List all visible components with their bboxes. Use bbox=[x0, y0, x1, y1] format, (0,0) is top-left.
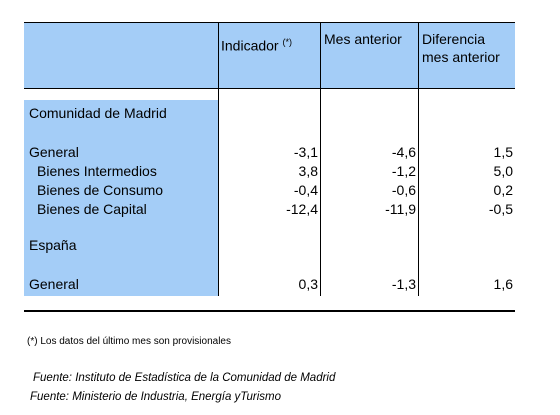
column-rule bbox=[320, 22, 321, 296]
cell-value: -1,2 bbox=[391, 163, 416, 179]
cell-value: 1,6 bbox=[493, 276, 513, 292]
cell-value: -0,5 bbox=[488, 201, 513, 217]
row-label: General bbox=[29, 144, 79, 160]
cell-value: -3,1 bbox=[293, 144, 318, 160]
row-label: Bienes Intermedios bbox=[37, 163, 157, 179]
bottom-rule bbox=[24, 310, 515, 312]
footnote: (*) Los datos del último mes son provisi… bbox=[27, 336, 231, 347]
row-label: Bienes de Capital bbox=[37, 201, 147, 217]
cell-value: 1,5 bbox=[493, 144, 513, 160]
cell-value: 0,3 bbox=[298, 276, 318, 292]
header-band bbox=[24, 22, 515, 88]
top-rule bbox=[24, 22, 515, 23]
section-title: Comunidad de Madrid bbox=[29, 105, 167, 121]
source: Fuente: Instituto de Estadística de la C… bbox=[33, 372, 336, 384]
section-title: España bbox=[29, 237, 77, 253]
column-header: Diferencia bbox=[422, 31, 486, 47]
cell-value: -1,3 bbox=[391, 276, 416, 292]
cell-value: -11,9 bbox=[385, 201, 416, 217]
cell-value: -0,6 bbox=[391, 182, 416, 198]
cell-value: -12,4 bbox=[286, 201, 318, 217]
cell-value: 5,0 bbox=[493, 163, 513, 179]
cell-value: -0,4 bbox=[293, 182, 318, 198]
column-rule bbox=[218, 22, 219, 296]
column-rule bbox=[418, 22, 419, 296]
column-header: Mes anterior bbox=[324, 31, 402, 47]
header-rule bbox=[24, 88, 515, 89]
cell-value: -4,6 bbox=[391, 144, 416, 160]
row-label: Bienes de Consumo bbox=[37, 182, 164, 198]
label-column-band bbox=[24, 100, 218, 296]
column-header: mes anterior bbox=[422, 49, 500, 65]
header-note: (*) bbox=[282, 37, 292, 47]
column-header-text: Indicador bbox=[221, 37, 279, 54]
cell-value: 3,8 bbox=[298, 163, 318, 179]
row-label: General bbox=[29, 276, 79, 292]
source: Fuente: Ministerio de Industria, Energía… bbox=[30, 391, 281, 403]
column-header: Indicador (*) bbox=[221, 34, 292, 55]
cell-value: 0,2 bbox=[493, 182, 513, 198]
